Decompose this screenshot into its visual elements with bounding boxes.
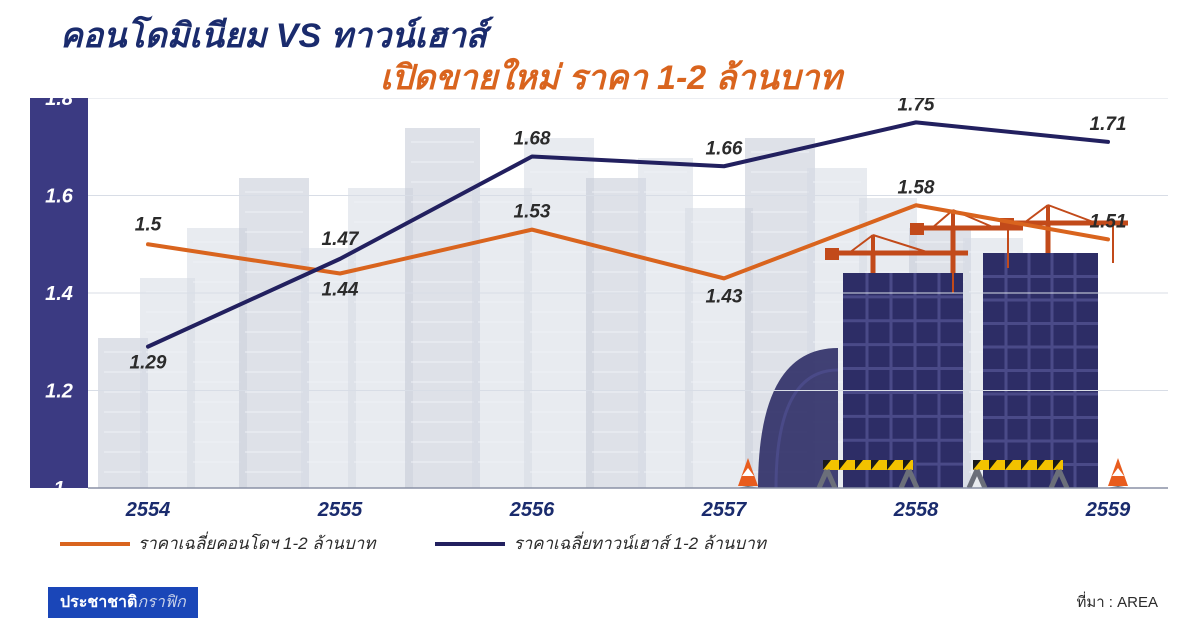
- y-tick-label: 1: [53, 478, 64, 500]
- value-label-condo: 1.51: [1090, 211, 1127, 232]
- legend-label: ราคาเฉลี่ยทาวน์เฮาส์ 1-2 ล้านบาท: [513, 530, 766, 557]
- y-tick-label: 1.6: [45, 186, 74, 208]
- value-label-townhouse: 1.75: [898, 98, 935, 115]
- value-label-condo: 1.44: [322, 280, 359, 301]
- line-chart-svg: 1 1.2 1.4 1.6 1.8 2554 2555 2556 2557 2558 2559 1.5…: [30, 98, 1170, 528]
- infographic-root: คอนโดมิเนียม VS ทาวน์เฮาส์ เปิดขายใหม่ ร…: [0, 0, 1200, 628]
- legend-swatch: [435, 542, 505, 546]
- legend-item-townhouse: ราคาเฉลี่ยทาวน์เฮาส์ 1-2 ล้านบาท: [435, 530, 766, 557]
- chart-area: 1 1.2 1.4 1.6 1.8 2554 2555 2556 2557 2558 2559 1.5…: [30, 98, 1170, 528]
- y-tick-label: 1.2: [45, 381, 73, 403]
- x-tick-label: 2557: [701, 499, 747, 521]
- value-label-townhouse: 1.29: [130, 353, 167, 374]
- publisher-badge: ประชาชาติกราฟิก: [48, 587, 198, 618]
- y-tick-label: 1.4: [45, 283, 73, 305]
- legend: ราคาเฉลี่ยคอนโดฯ 1-2 ล้านบาท ราคาเฉลี่ยทา…: [60, 530, 766, 557]
- legend-item-condo: ราคาเฉลี่ยคอนโดฯ 1-2 ล้านบาท: [60, 530, 375, 557]
- value-label-condo: 1.5: [135, 214, 162, 235]
- value-label-townhouse: 1.47: [322, 229, 360, 250]
- x-tick-label: 2554: [125, 499, 171, 521]
- y-tick-label: 1.8: [45, 98, 74, 110]
- x-tick-label: 2555: [317, 499, 363, 521]
- background-illustration: [98, 128, 1130, 488]
- value-label-condo: 1.43: [706, 286, 743, 307]
- legend-label: ราคาเฉลี่ยคอนโดฯ 1-2 ล้านบาท: [138, 530, 375, 557]
- value-label-townhouse: 1.68: [514, 129, 551, 150]
- x-tick-label: 2558: [893, 499, 939, 521]
- title-line2: เปิดขายใหม่ ราคา 1-2 ล้านบาท: [380, 50, 842, 104]
- x-tick-label: 2556: [509, 499, 555, 521]
- value-label-condo: 1.58: [898, 177, 935, 198]
- publisher-name-bold: ประชาชาติ: [60, 594, 137, 611]
- value-label-townhouse: 1.71: [1090, 114, 1127, 135]
- x-tick-label: 2559: [1085, 499, 1131, 521]
- value-label-townhouse: 1.66: [706, 138, 743, 159]
- value-label-condo: 1.53: [514, 202, 551, 223]
- publisher-name-plain: กราฟิก: [137, 594, 185, 611]
- source-label: ที่มา : AREA: [1076, 590, 1158, 614]
- legend-swatch: [60, 542, 130, 546]
